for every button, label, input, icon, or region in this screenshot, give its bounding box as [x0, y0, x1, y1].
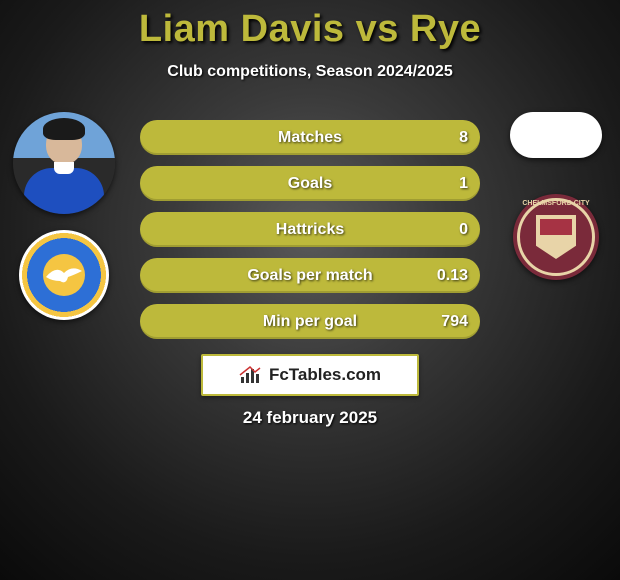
stat-row: Hattricks 0 — [140, 212, 480, 247]
fctables-logo-box: FcTables.com — [201, 354, 419, 396]
stat-row: Min per goal 794 — [140, 304, 480, 339]
stat-label: Min per goal — [263, 313, 357, 331]
bar-chart-icon — [239, 365, 263, 385]
club-badge-right: CHELMSFORD CITY — [513, 194, 599, 280]
page-title: Liam Davis vs Rye — [0, 0, 620, 51]
player-photo-left — [13, 112, 115, 214]
right-player-column: CHELMSFORD CITY — [500, 112, 612, 280]
logo-text: FcTables.com — [269, 365, 381, 385]
gull-icon — [44, 261, 84, 289]
stat-row: Goals 1 — [140, 166, 480, 201]
stat-value-right: 1 — [459, 175, 468, 193]
stat-label: Hattricks — [276, 221, 344, 239]
date-text: 24 february 2025 — [243, 408, 377, 428]
left-player-column — [8, 112, 120, 320]
subtitle: Club competitions, Season 2024/2025 — [0, 63, 620, 81]
stat-value-right: 0.13 — [437, 267, 468, 285]
stat-value-right: 0 — [459, 221, 468, 239]
stat-label: Goals — [288, 175, 332, 193]
stat-value-right: 8 — [459, 129, 468, 147]
stat-label: Goals per match — [247, 267, 372, 285]
stat-label: Matches — [278, 129, 342, 147]
stat-row: Goals per match 0.13 — [140, 258, 480, 293]
stat-row: Matches 8 — [140, 120, 480, 155]
stat-value-right: 794 — [441, 313, 468, 331]
player-photo-right-placeholder — [510, 112, 602, 158]
club-badge-left — [19, 230, 109, 320]
stats-container: Matches 8 Goals 1 Hattricks 0 Goals per … — [140, 120, 480, 350]
